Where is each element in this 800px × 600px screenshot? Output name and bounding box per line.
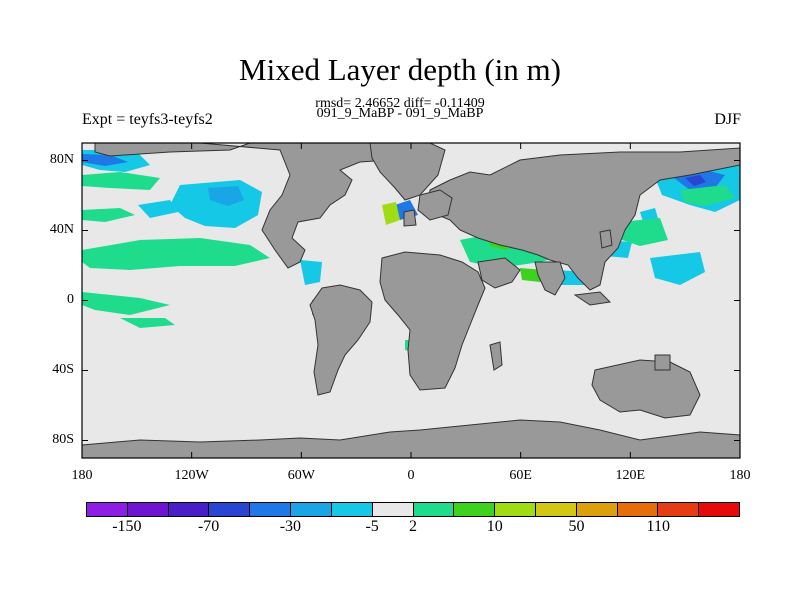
colorbar-box bbox=[331, 503, 373, 516]
colorbar-box bbox=[372, 503, 414, 516]
colorbar-label: 110 bbox=[646, 518, 670, 535]
colorbar-box bbox=[209, 503, 251, 516]
colorbar-box bbox=[617, 503, 659, 516]
eurasia bbox=[427, 147, 741, 291]
japan bbox=[599, 229, 613, 249]
colorbar-box bbox=[576, 503, 618, 516]
north-america bbox=[94, 142, 401, 269]
lat-tick-label: 40S bbox=[52, 361, 74, 377]
indonesia bbox=[573, 291, 612, 306]
colorbar-box bbox=[168, 503, 210, 516]
madagascar bbox=[489, 341, 503, 371]
colorbar-label: -5 bbox=[365, 518, 379, 535]
colorbar-box bbox=[495, 503, 536, 516]
lat-tick-label: 40N bbox=[49, 221, 74, 237]
stats-label: rmsd= 2.46652 diff= -0.11409 bbox=[315, 96, 485, 111]
colorbar-box bbox=[658, 503, 700, 516]
lat-tick-label: 80N bbox=[49, 151, 74, 167]
colorbar-box bbox=[535, 503, 577, 516]
lon-tick-label: 120W bbox=[174, 468, 209, 483]
arabia bbox=[477, 257, 521, 289]
lat-tick-label: 0 bbox=[67, 291, 74, 307]
lon-tick-label: 180 bbox=[729, 468, 751, 483]
greenland bbox=[369, 142, 446, 201]
europe bbox=[417, 189, 453, 221]
colorbar-label: -70 bbox=[197, 518, 220, 535]
axis-ticks bbox=[81, 143, 741, 458]
subtitle-label: 091_9_MaBP - 091_9_MaBP bbox=[316, 106, 484, 121]
lon-tick-label: 60E bbox=[509, 468, 532, 483]
uk bbox=[403, 209, 417, 227]
season-label: DJF bbox=[714, 111, 741, 128]
lon-tick-label: 120E bbox=[615, 468, 646, 483]
map-title: Mixed Layer depth (in m) bbox=[239, 52, 561, 87]
colorbar bbox=[86, 502, 740, 517]
colorbar-label: 50 bbox=[568, 518, 585, 535]
colorbar-label: -30 bbox=[279, 518, 302, 535]
south-america bbox=[309, 284, 373, 396]
colorbar-box bbox=[250, 503, 292, 516]
colorbar-label: -150 bbox=[112, 518, 142, 535]
lon-tick-label: 180 bbox=[71, 468, 93, 483]
colorbar-box bbox=[454, 503, 496, 516]
colorbar-box bbox=[291, 503, 332, 516]
colorbar-box bbox=[127, 503, 169, 516]
colorbar-box bbox=[87, 503, 128, 516]
colorbar-box bbox=[413, 503, 455, 516]
lon-tick-label: 60W bbox=[287, 468, 315, 483]
india bbox=[534, 261, 566, 296]
lon-tick-label: 0 bbox=[407, 468, 415, 483]
colorbar-box bbox=[699, 503, 739, 516]
colorbar-label: 10 bbox=[486, 518, 503, 535]
colorbar-label: 2 bbox=[409, 518, 417, 535]
new-guinea bbox=[654, 354, 671, 371]
africa bbox=[379, 251, 486, 391]
lat-tick-label: 80S bbox=[52, 431, 74, 447]
experiment-label: Expt = teyfs3-teyfs2 bbox=[82, 111, 213, 128]
